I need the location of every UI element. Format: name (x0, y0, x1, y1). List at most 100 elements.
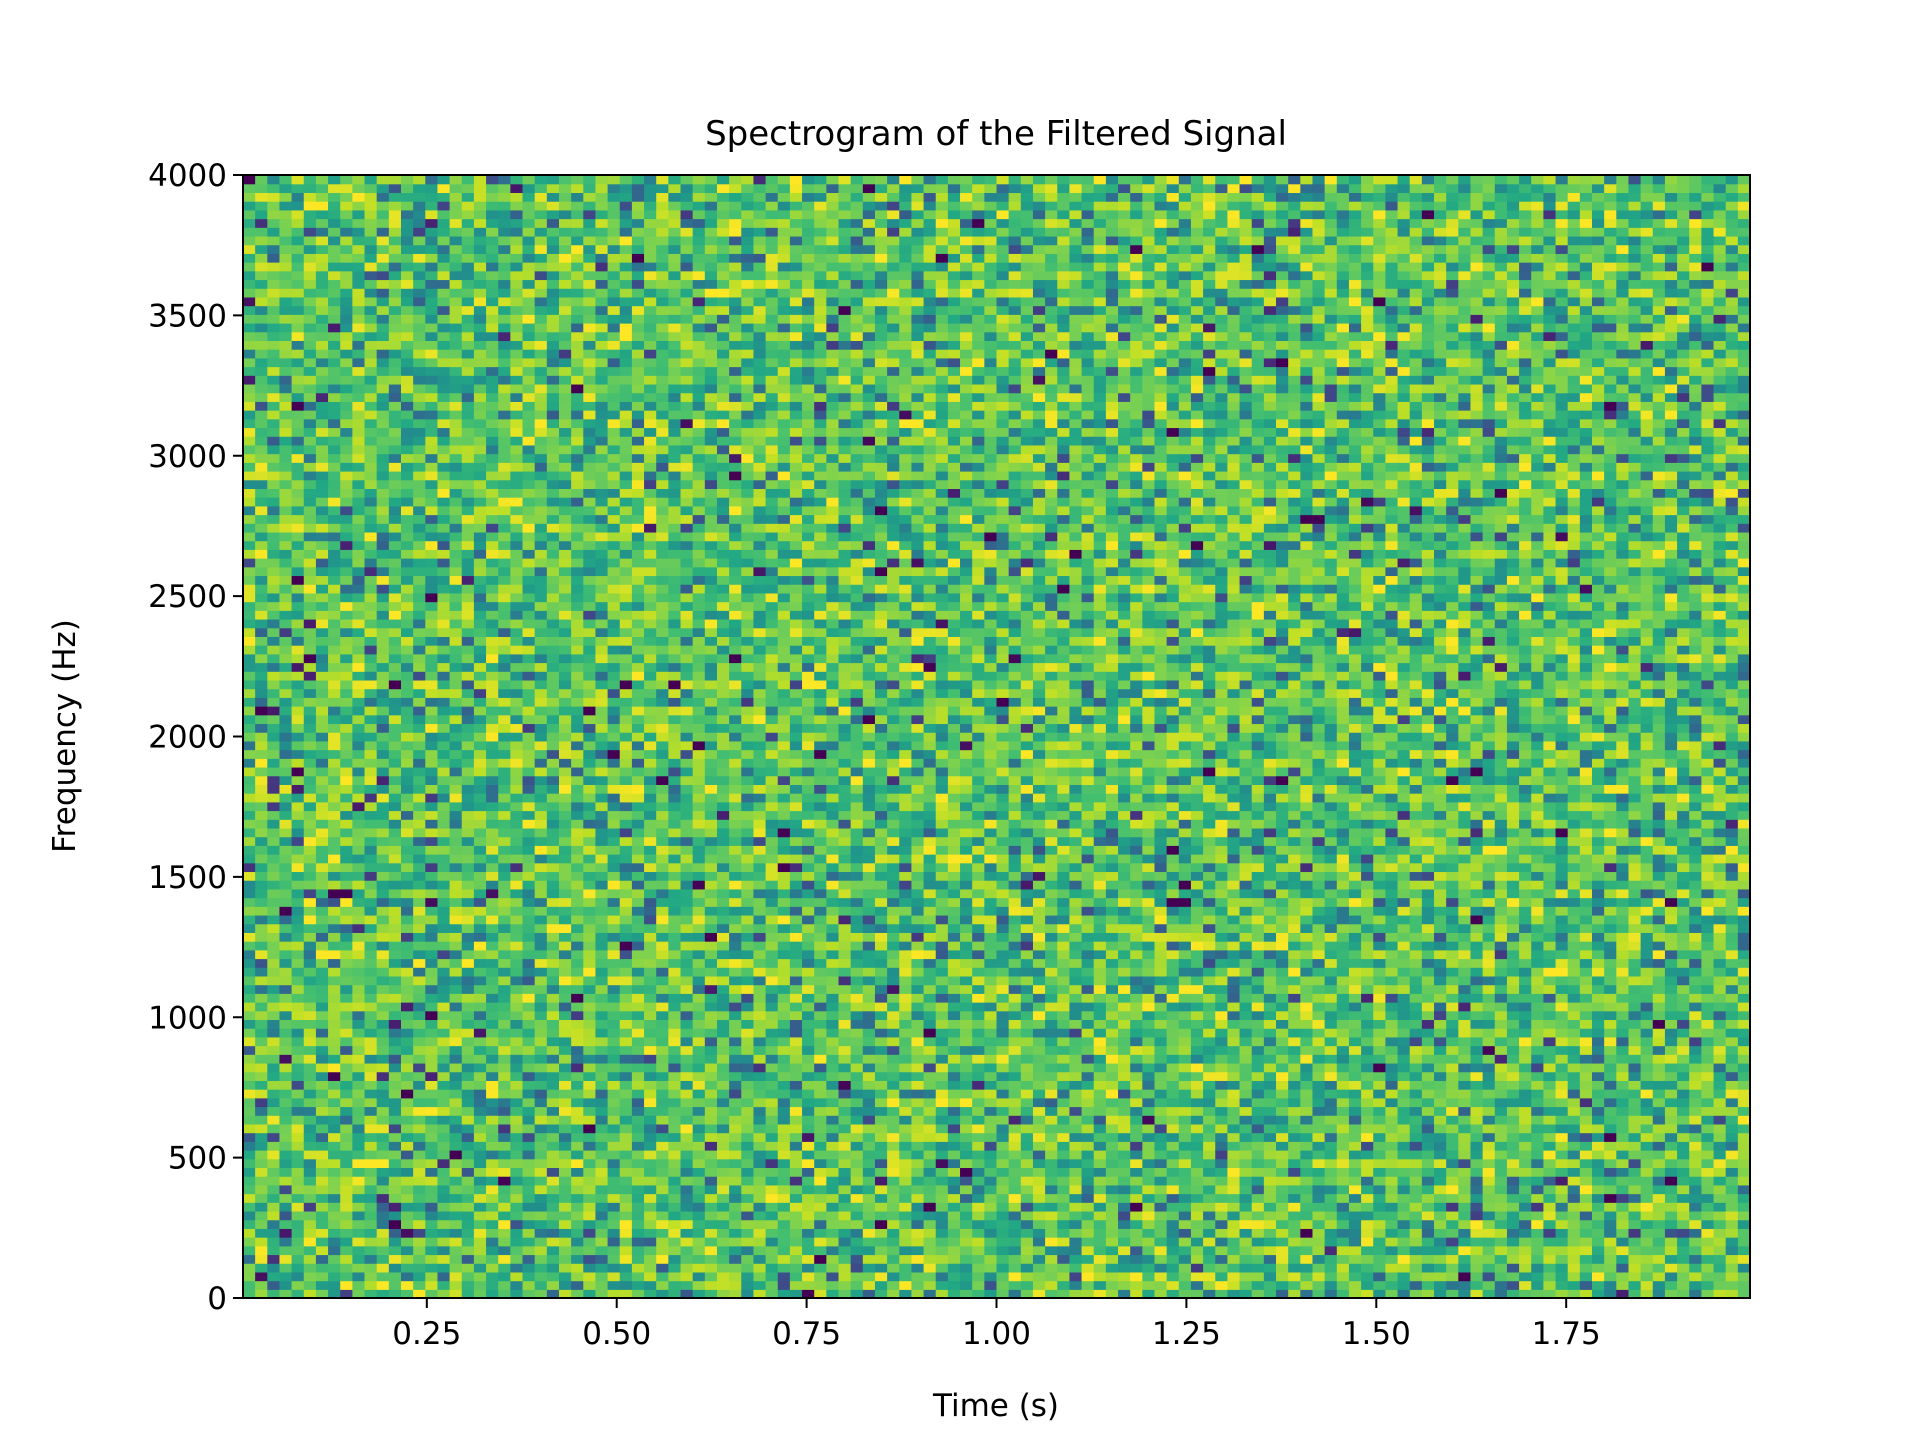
heatmap-cell (571, 1271, 584, 1282)
heatmap-cell (668, 688, 682, 698)
heatmap-cell (704, 932, 718, 942)
heatmap-cell (704, 1210, 718, 1221)
heatmap-cell (631, 653, 645, 664)
heatmap-cell (303, 645, 317, 655)
heatmap-cell (400, 1158, 414, 1169)
heatmap-cell (558, 322, 572, 333)
heatmap-cell (692, 1245, 706, 1256)
heatmap-cell (486, 601, 499, 611)
heatmap-cell (473, 1263, 487, 1273)
heatmap-cell (498, 714, 511, 725)
heatmap-cell (571, 1062, 584, 1073)
heatmap-cell (388, 192, 402, 202)
heatmap-cell (413, 340, 426, 350)
heatmap-cell (571, 923, 584, 933)
heatmap-cell (583, 732, 597, 742)
heatmap-cell (255, 627, 268, 637)
heatmap-cell (522, 1158, 536, 1169)
heatmap-cell (255, 201, 268, 211)
heatmap-cell (437, 558, 451, 568)
heatmap-cell (546, 958, 560, 968)
heatmap-cell (534, 1062, 548, 1073)
heatmap-cell (534, 723, 548, 733)
heatmap-cell (498, 1167, 511, 1177)
heatmap-cell (498, 880, 511, 890)
heatmap-cell (400, 1263, 414, 1273)
heatmap-cell (595, 262, 609, 272)
heatmap-cell (692, 253, 706, 263)
heatmap-cell (522, 201, 536, 211)
heatmap-cell (340, 357, 353, 368)
heatmap-cell (546, 470, 560, 481)
heatmap-cell (571, 1254, 584, 1264)
heatmap-cell (473, 1176, 487, 1186)
heatmap-cell (437, 540, 451, 550)
heatmap-cell (279, 662, 293, 672)
heatmap-cell (704, 906, 718, 916)
heatmap-cell (546, 1080, 560, 1090)
heatmap-cell (486, 993, 499, 1003)
heatmap-cell (376, 1237, 390, 1247)
heatmap-cell (352, 410, 366, 420)
heatmap-cell (303, 627, 317, 637)
heatmap-cell (522, 1237, 536, 1247)
heatmap-cell (400, 1176, 414, 1186)
heatmap-cell (400, 775, 414, 785)
heatmap-cell (340, 618, 353, 629)
heatmap-cell (243, 470, 256, 481)
heatmap-cell (340, 1280, 353, 1290)
heatmap-cell (279, 592, 293, 603)
heatmap-cell (279, 1080, 293, 1090)
heatmap-cell (692, 618, 706, 629)
heatmap-cell (656, 888, 669, 899)
heatmap-cell (619, 836, 633, 846)
heatmap-cell (328, 671, 341, 681)
heatmap-cell (364, 932, 378, 942)
heatmap-cell (425, 349, 439, 359)
heatmap-cell (291, 444, 305, 455)
heatmap-cell (510, 758, 524, 768)
heatmap-cell (461, 679, 475, 690)
heatmap-cell (668, 322, 682, 333)
heatmap-cell (558, 1132, 572, 1142)
heatmap-cell (315, 201, 329, 211)
heatmap-cell (498, 1106, 511, 1116)
heatmap-cell (595, 1141, 609, 1151)
heatmap-cell (510, 1123, 524, 1134)
heatmap-cell (400, 566, 414, 577)
heatmap-cell (437, 192, 451, 202)
heatmap-cell (692, 923, 706, 933)
heatmap-cell (571, 201, 584, 211)
heatmap-cell (631, 540, 645, 550)
heatmap-cell (400, 279, 414, 289)
heatmap-cell (546, 183, 560, 194)
heatmap-cell (303, 349, 317, 359)
heatmap-cell (303, 1080, 317, 1090)
heatmap-cell (558, 383, 572, 394)
heatmap-cell (388, 732, 402, 742)
heatmap-cell (558, 810, 572, 820)
heatmap-cell (631, 1219, 645, 1229)
heatmap-cell (486, 845, 499, 855)
heatmap-cell (680, 932, 694, 942)
heatmap-cell (425, 975, 439, 986)
heatmap-cell (571, 436, 584, 446)
heatmap-cell (303, 1115, 317, 1125)
heatmap-cell (437, 1062, 451, 1073)
heatmap-cell (400, 383, 414, 394)
heatmap-cell (279, 1219, 293, 1229)
heatmap-cell (631, 340, 645, 350)
heatmap-cell (388, 932, 402, 942)
heatmap-cell (328, 1184, 341, 1195)
heatmap-cell (388, 923, 402, 933)
heatmap-cell (267, 679, 281, 690)
heatmap-cell (644, 1115, 657, 1125)
heatmap-cell (571, 1097, 584, 1108)
heatmap-cell (583, 1115, 597, 1125)
heatmap-cell (315, 418, 329, 429)
heatmap-cell (486, 1062, 499, 1073)
heatmap-cell (656, 418, 669, 429)
heatmap-cell (437, 610, 451, 620)
heatmap-cell (546, 801, 560, 812)
heatmap-cell (486, 453, 499, 463)
